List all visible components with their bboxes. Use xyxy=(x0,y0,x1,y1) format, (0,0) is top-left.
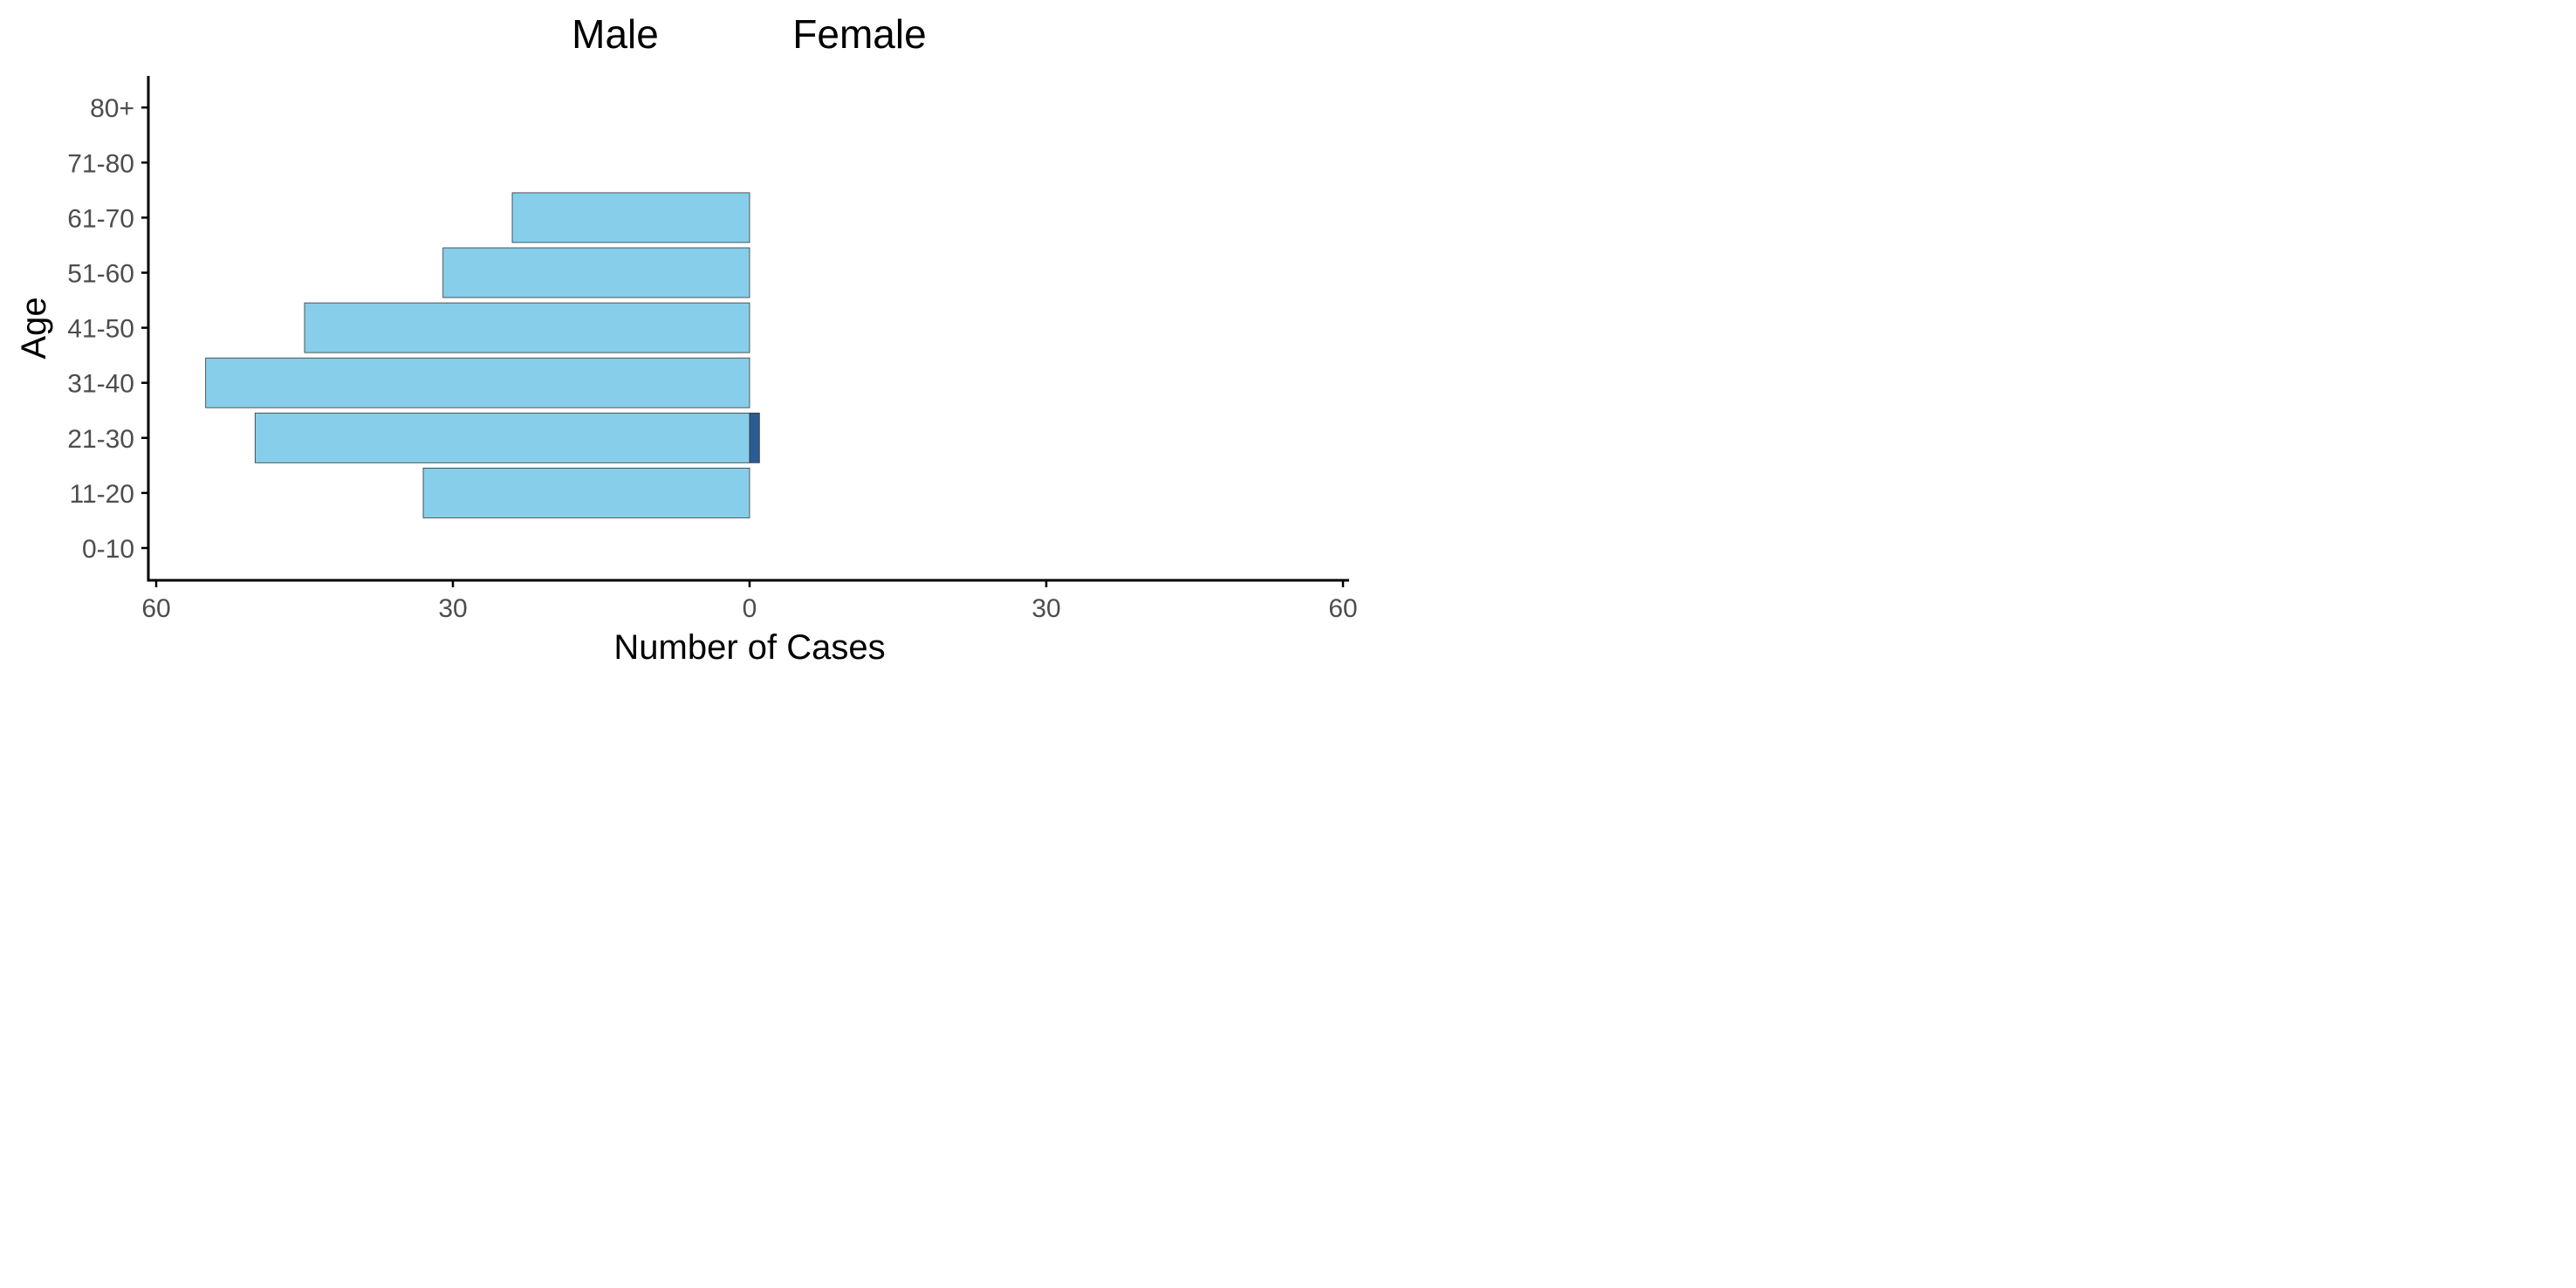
bars-group xyxy=(205,192,760,518)
population-pyramid-chart: Male Female 0-10 11-20 21-30 31-40 41-50 51-6… xyxy=(15,11,1358,667)
y-tick-label-41-50: 41-50 xyxy=(67,315,134,344)
y-tick-label-61-70: 61-70 xyxy=(67,204,134,233)
bar-male-11-20 xyxy=(422,468,750,518)
male-panel-title: Male xyxy=(572,11,659,57)
y-tick-label-51-60: 51-60 xyxy=(67,260,134,289)
x-tick-label: 60 xyxy=(141,594,170,623)
bar-male-41-50 xyxy=(304,302,750,353)
y-tick-label-31-40: 31-40 xyxy=(67,370,134,399)
x-tick-label: 30 xyxy=(1031,594,1060,623)
y-axis-title: Age xyxy=(15,297,53,359)
x-tick-label: 30 xyxy=(438,594,467,623)
x-tick-label: 0 xyxy=(743,594,757,623)
y-tick-label-0-10: 0-10 xyxy=(82,535,134,564)
axes-group: 0-10 11-20 21-30 31-40 41-50 51-60 61-70 71-80 8… xyxy=(67,76,1358,623)
x-tick-label: 60 xyxy=(1328,594,1357,623)
bar-male-51-60 xyxy=(442,247,750,298)
bar-male-21-30 xyxy=(254,412,750,463)
female-panel-title: Female xyxy=(792,11,926,57)
y-tick-label-21-30: 21-30 xyxy=(67,425,134,454)
bar-male-61-70 xyxy=(511,192,750,243)
y-tick-label-11-20: 11-20 xyxy=(69,480,134,509)
bar-male-31-40 xyxy=(205,357,750,408)
y-tick-label-71-80: 71-80 xyxy=(67,149,134,178)
bar-female-21-30 xyxy=(749,412,760,463)
y-tick-label-80+: 80+ xyxy=(90,94,134,123)
x-axis-title: Number of Cases xyxy=(613,628,885,667)
